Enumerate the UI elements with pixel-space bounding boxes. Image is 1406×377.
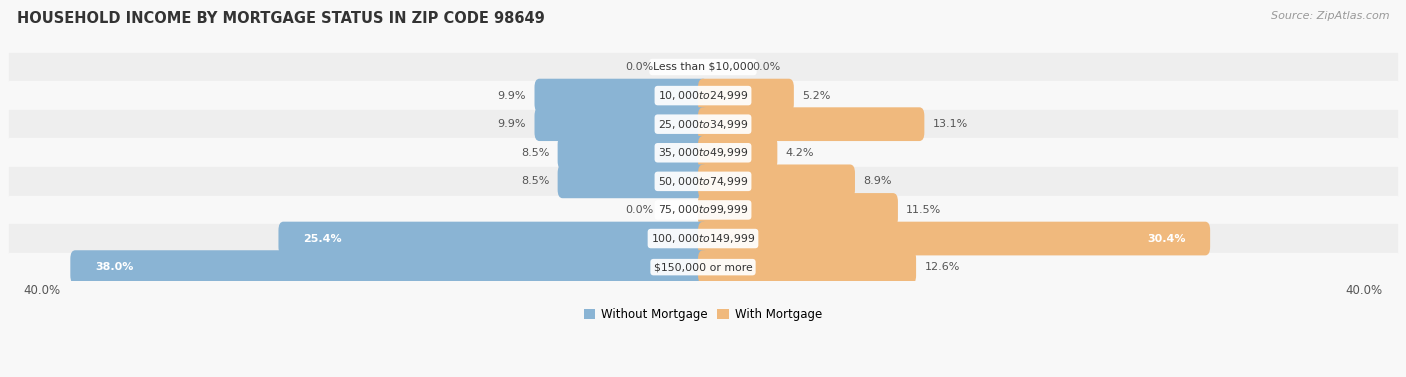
FancyBboxPatch shape	[558, 136, 709, 170]
Text: $50,000 to $74,999: $50,000 to $74,999	[658, 175, 748, 188]
Bar	[10, 253, 1396, 281]
Bar	[10, 110, 1396, 138]
FancyBboxPatch shape	[697, 107, 924, 141]
Text: 4.2%: 4.2%	[786, 148, 814, 158]
FancyBboxPatch shape	[697, 136, 778, 170]
Text: $100,000 to $149,999: $100,000 to $149,999	[651, 232, 755, 245]
FancyBboxPatch shape	[534, 107, 709, 141]
Text: 9.9%: 9.9%	[498, 119, 526, 129]
Text: 0.0%: 0.0%	[752, 62, 780, 72]
Bar	[10, 81, 1396, 110]
Text: 25.4%: 25.4%	[304, 233, 342, 244]
Text: 8.9%: 8.9%	[863, 176, 891, 186]
Text: $150,000 or more: $150,000 or more	[654, 262, 752, 272]
Bar	[10, 138, 1396, 167]
Text: 0.0%: 0.0%	[626, 205, 654, 215]
FancyBboxPatch shape	[697, 193, 898, 227]
FancyBboxPatch shape	[697, 79, 794, 112]
FancyBboxPatch shape	[558, 164, 709, 198]
Text: Source: ZipAtlas.com: Source: ZipAtlas.com	[1271, 11, 1389, 21]
FancyBboxPatch shape	[697, 164, 855, 198]
Text: Less than $10,000: Less than $10,000	[652, 62, 754, 72]
Bar	[10, 196, 1396, 224]
Text: 11.5%: 11.5%	[907, 205, 942, 215]
Text: $75,000 to $99,999: $75,000 to $99,999	[658, 204, 748, 216]
Text: 8.5%: 8.5%	[522, 176, 550, 186]
Text: $25,000 to $34,999: $25,000 to $34,999	[658, 118, 748, 131]
Bar	[10, 224, 1396, 253]
Bar	[10, 53, 1396, 81]
Text: 5.2%: 5.2%	[801, 90, 831, 101]
FancyBboxPatch shape	[278, 222, 709, 255]
Text: 38.0%: 38.0%	[96, 262, 134, 272]
Text: 0.0%: 0.0%	[626, 62, 654, 72]
Bar	[10, 167, 1396, 196]
FancyBboxPatch shape	[534, 79, 709, 112]
Text: 13.1%: 13.1%	[932, 119, 967, 129]
Text: $35,000 to $49,999: $35,000 to $49,999	[658, 146, 748, 159]
Text: $10,000 to $24,999: $10,000 to $24,999	[658, 89, 748, 102]
Text: 30.4%: 30.4%	[1147, 233, 1185, 244]
Text: 8.5%: 8.5%	[522, 148, 550, 158]
FancyBboxPatch shape	[697, 222, 1211, 255]
FancyBboxPatch shape	[697, 250, 917, 284]
Text: 12.6%: 12.6%	[924, 262, 960, 272]
FancyBboxPatch shape	[70, 250, 709, 284]
Text: 9.9%: 9.9%	[498, 90, 526, 101]
Legend: Without Mortgage, With Mortgage: Without Mortgage, With Mortgage	[579, 303, 827, 326]
Text: HOUSEHOLD INCOME BY MORTGAGE STATUS IN ZIP CODE 98649: HOUSEHOLD INCOME BY MORTGAGE STATUS IN Z…	[17, 11, 544, 26]
